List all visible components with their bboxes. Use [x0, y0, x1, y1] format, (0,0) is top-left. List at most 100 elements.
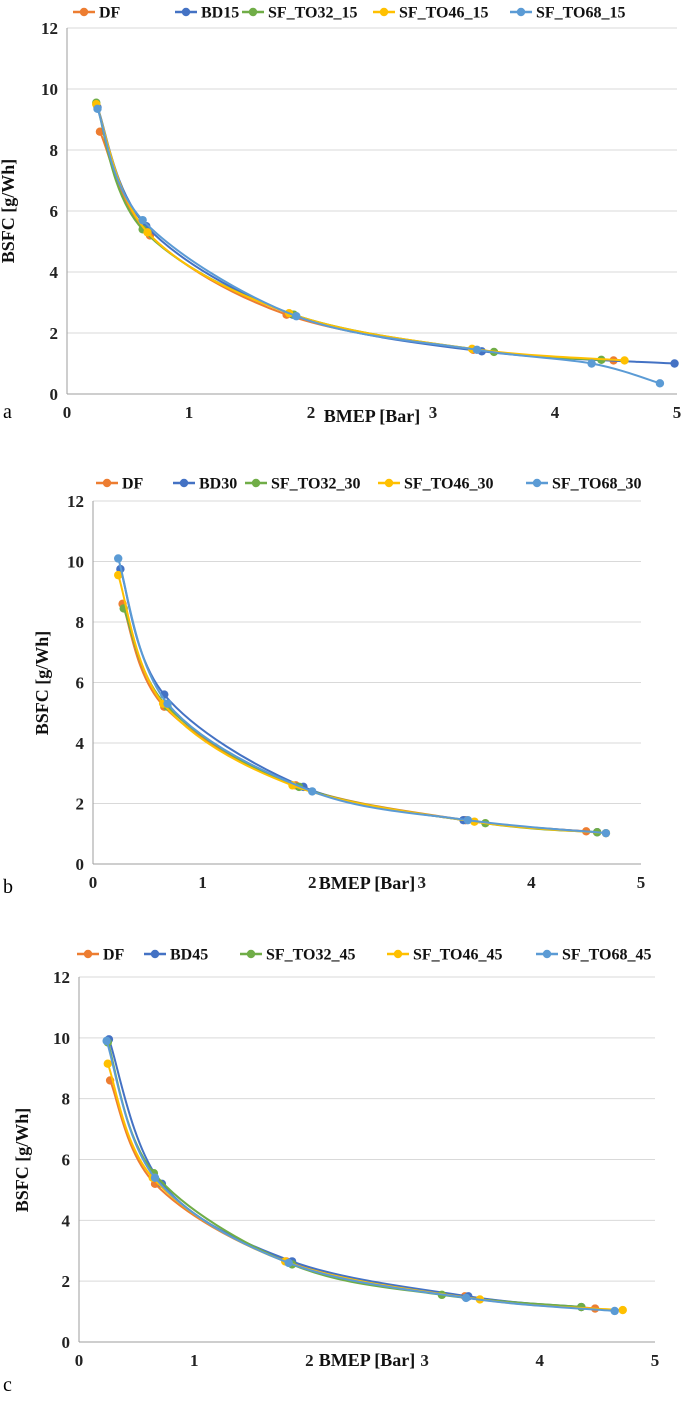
x-tick-label: 3 [429, 403, 438, 422]
legend-marker [393, 949, 403, 959]
legend-item-DF: DF [73, 5, 121, 22]
series-SF_TO46_15 [92, 100, 629, 365]
data-point [292, 312, 301, 321]
y-tick-label: 4 [76, 734, 85, 753]
data-point [472, 345, 482, 354]
series-line [95, 102, 602, 361]
series-SF_TO32_15 [92, 98, 606, 365]
data-point [463, 815, 473, 825]
legend-label: DF [103, 947, 125, 964]
legend-marker [150, 949, 160, 959]
y-tick-label: 2 [50, 324, 59, 343]
y-tick-label: 12 [53, 968, 70, 987]
y-tick-label: 0 [76, 855, 85, 874]
data-point [163, 699, 172, 708]
y-tick-label: 6 [62, 1151, 71, 1170]
legend-marker [83, 949, 93, 959]
y-tick-label: 2 [76, 795, 85, 814]
legend-label: DF [99, 5, 121, 22]
legend-marker [516, 7, 526, 17]
legend-label: SF_TO46_45 [413, 947, 503, 964]
data-point [93, 104, 102, 114]
y-axis-title: BSFC [g/Wh] [32, 631, 52, 736]
legend-item-SF_TO68_30: SF_TO68_30 [526, 476, 642, 493]
legend-label: SF_TO32_45 [266, 947, 356, 964]
data-point [102, 1036, 111, 1046]
series-line [109, 1080, 596, 1310]
data-point [610, 1306, 619, 1316]
series-SF_TO68_15 [93, 104, 665, 388]
legend-item-SF_TO32_30: SF_TO32_30 [245, 476, 361, 493]
data-point [150, 1173, 160, 1182]
x-tick-label: 0 [63, 403, 72, 422]
data-point [655, 379, 665, 388]
series-SF_TO46_45 [103, 1059, 627, 1315]
legend-label: SF_TO68_45 [562, 947, 652, 964]
data-point [620, 356, 629, 365]
legend-label: BD15 [201, 5, 239, 22]
legend-label: BD30 [199, 476, 237, 493]
x-tick-label: 5 [637, 873, 646, 892]
legend-item-SF_TO46_30: SF_TO46_30 [378, 476, 494, 493]
series-SF_TO32_45 [103, 1038, 586, 1312]
y-tick-label: 10 [53, 1029, 70, 1048]
data-point [138, 215, 147, 225]
legend-marker [532, 478, 542, 488]
legend-marker [384, 478, 394, 488]
panel-label: b [3, 876, 13, 898]
series-line [106, 1063, 623, 1312]
x-axis-title: BMEP [Bar] [324, 406, 421, 426]
y-axis-title: BSFC [g/Wh] [0, 159, 18, 264]
series-SF_TO46_30 [114, 570, 611, 838]
data-point [114, 570, 123, 580]
legend-label: SF_TO32_15 [268, 5, 358, 22]
data-point [461, 1293, 471, 1303]
data-point [103, 1059, 113, 1068]
x-tick-label: 1 [198, 873, 207, 892]
y-tick-label: 10 [41, 80, 58, 99]
x-tick-label: 4 [527, 873, 536, 892]
x-tick-label: 2 [308, 873, 317, 892]
legend-label: SF_TO46_30 [404, 476, 494, 493]
x-tick-label: 3 [420, 1351, 429, 1370]
legend-marker [79, 7, 89, 17]
legend-item-BD15: BD15 [175, 5, 239, 22]
legend-item-DF: DF [77, 947, 125, 964]
series-line [122, 607, 598, 834]
data-point [670, 359, 679, 368]
y-tick-label: 12 [67, 492, 84, 511]
legend-marker [179, 478, 189, 488]
legend-marker [246, 949, 256, 959]
y-tick-label: 4 [50, 263, 59, 282]
legend-marker [248, 7, 258, 17]
y-axis-title: BSFC [g/Wh] [12, 1108, 32, 1213]
data-point [587, 359, 596, 368]
series-line [121, 603, 587, 833]
legend-item-SF_TO32_45: SF_TO32_45 [240, 947, 356, 964]
y-tick-label: 12 [41, 19, 58, 38]
legend-marker [251, 478, 261, 488]
x-tick-label: 0 [75, 1351, 84, 1370]
series-BD15 [93, 103, 679, 368]
y-tick-label: 2 [62, 1272, 71, 1291]
legend-label: SF_TO32_30 [271, 476, 361, 493]
series-SF_TO68_45 [102, 1036, 619, 1316]
legend-item-DF: DF [96, 476, 144, 493]
y-tick-label: 0 [50, 385, 59, 404]
x-tick-label: 5 [651, 1351, 660, 1370]
series-SF_TO68_30 [114, 554, 611, 838]
series-line [96, 106, 675, 365]
x-tick-label: 4 [551, 403, 560, 422]
y-tick-label: 8 [62, 1090, 71, 1109]
series-BD30 [116, 564, 602, 837]
y-tick-label: 6 [50, 202, 59, 221]
legend-marker [379, 7, 389, 17]
x-tick-label: 0 [89, 873, 98, 892]
legend-item-SF_TO46_45: SF_TO46_45 [387, 947, 503, 964]
legend-label: SF_TO68_15 [536, 5, 626, 22]
data-point [143, 228, 152, 237]
